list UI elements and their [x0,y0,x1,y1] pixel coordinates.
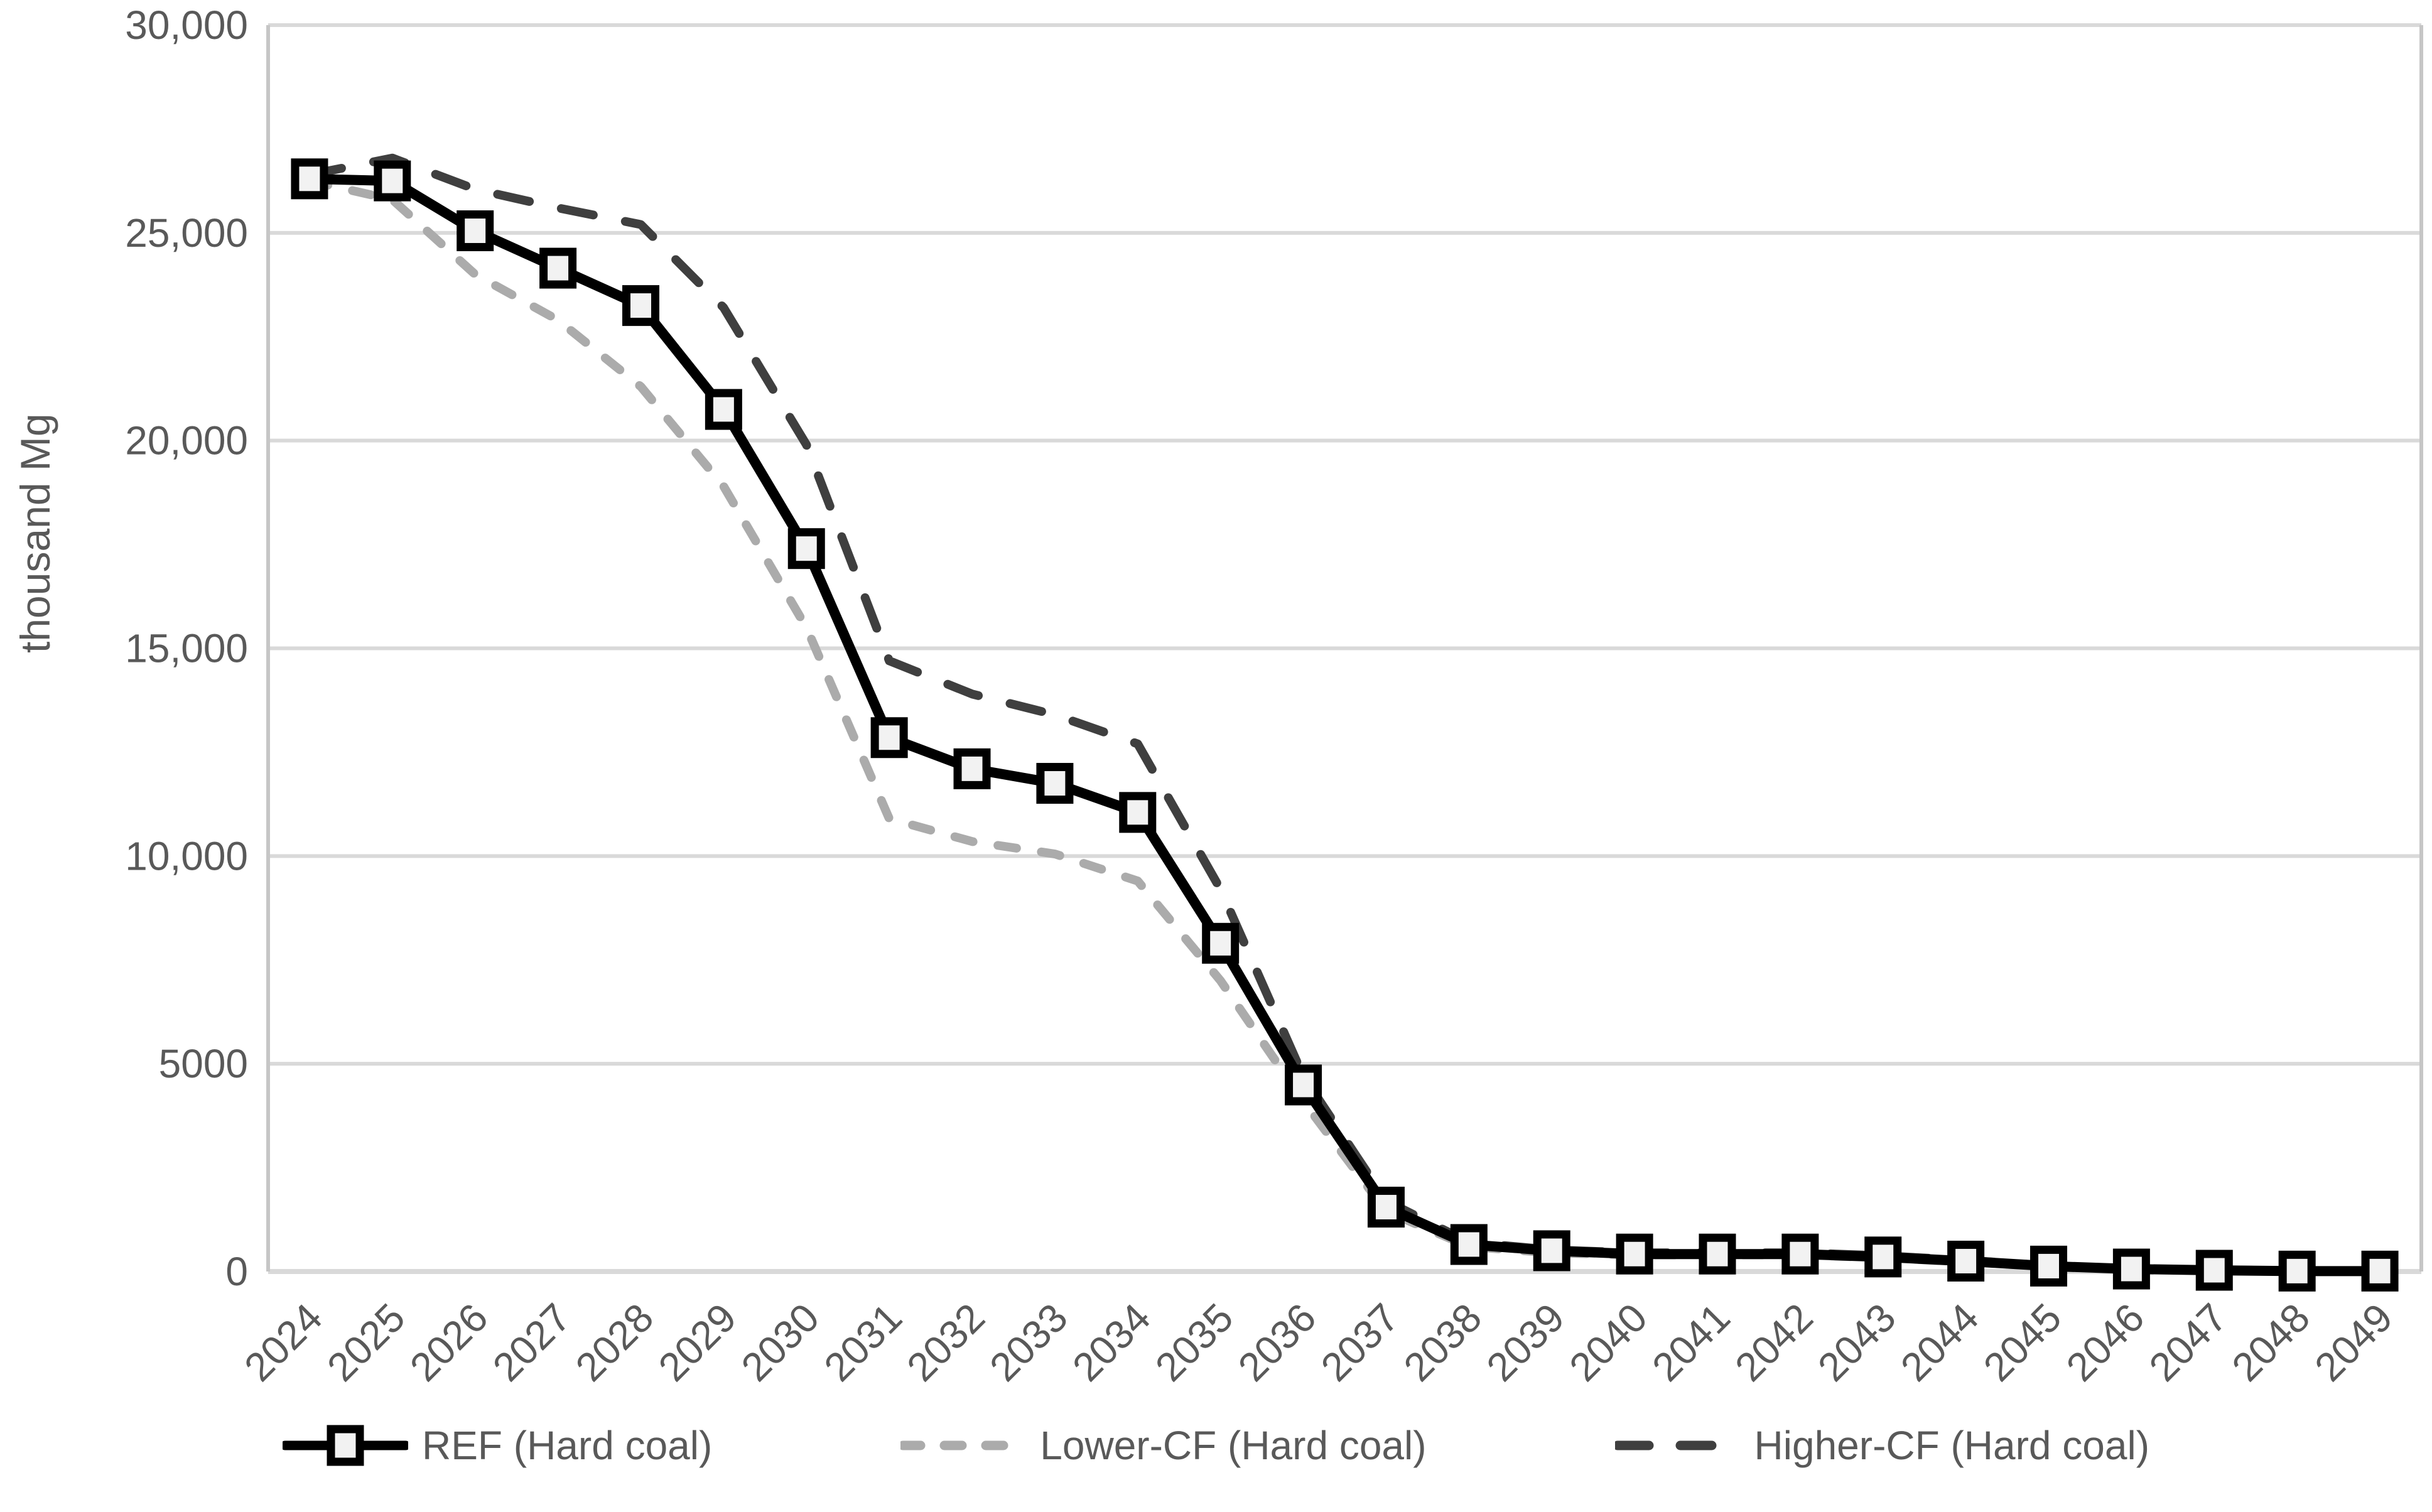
x-tick-label: 2028 [567,1295,662,1390]
x-tick-label: 2032 [898,1295,993,1390]
legend-label-ref: REF (Hard coal) [421,1423,713,1468]
y-tick-label: 10,000 [125,833,248,878]
ref-marker [2030,1245,2068,1287]
x-tick-label: 2024 [235,1295,331,1390]
ref-marker [539,247,577,289]
y-tick-label: 5000 [159,1041,248,1086]
x-tick-label: 2039 [1478,1295,1574,1390]
series-line-higher-cf [305,153,2385,1276]
ref-marker [291,158,328,200]
legend-label-higher: Higher-CF (Hard coal) [1754,1423,2150,1468]
x-tick-label: 2036 [1230,1295,1325,1390]
ref-marker [1285,1064,1322,1106]
legend-marker-square [327,1425,364,1466]
x-tick-label: 2040 [1560,1295,1656,1390]
ref-marker [1781,1233,1819,1275]
x-tick-label: 2035 [1147,1295,1242,1390]
x-tick-label: 2031 [815,1295,911,1390]
ref-marker [1533,1230,1570,1272]
ref-marker [2195,1250,2233,1291]
x-tick-label: 2037 [1312,1295,1408,1390]
legend: REF (Hard coal) Lower-CF (Hard coal) Highe… [0,1420,2432,1471]
x-tick-label: 2042 [1726,1295,1822,1390]
legend-label-lower: Lower-CF (Hard coal) [1040,1423,1427,1468]
ref-marker [1616,1233,1653,1275]
x-tick-label: 2041 [1643,1295,1739,1390]
ref-marker [1036,763,1074,804]
x-tick-label: 2047 [2141,1295,2236,1390]
x-tick-label: 2038 [1395,1295,1491,1390]
ref-marker [1699,1233,1736,1275]
y-tick-label: 20,000 [125,418,248,463]
ref-marker [2278,1250,2316,1292]
ref-marker [374,160,411,202]
ref-marker [1119,792,1157,833]
x-tick-label: 2044 [1892,1295,1987,1390]
legend-swatch-higher-icon [1614,1440,1741,1450]
x-tick-label: 2030 [733,1295,828,1390]
x-tick-label: 2025 [318,1295,414,1390]
legend-item-lower: Lower-CF (Hard coal) [900,1420,1427,1471]
ref-marker [787,528,825,570]
x-tick-label: 2033 [981,1295,1076,1390]
legend-item-higher: Higher-CF (Hard coal) [1614,1420,2150,1471]
y-tick-label: 25,000 [125,210,248,256]
legend-swatch-lower-icon [900,1440,1027,1450]
ref-marker [457,210,494,252]
ref-marker [2361,1250,2399,1292]
ref-marker [1367,1186,1405,1228]
ref-marker [2112,1248,2150,1290]
series-line-ref [304,173,2386,1277]
ref-marker [1202,922,1240,964]
x-tick-label: 2034 [1064,1295,1159,1390]
x-tick-label: 2048 [2223,1295,2318,1390]
series-line-lower-cf [305,176,2385,1276]
x-tick-label: 2046 [2058,1295,2153,1390]
x-tick-label: 2027 [484,1295,580,1390]
x-tick-label: 2043 [1809,1295,1905,1390]
ref-marker [1450,1224,1488,1265]
x-tick-label: 2026 [401,1295,497,1390]
legend-swatch-ref-icon [282,1425,408,1466]
y-tick-label: 15,000 [125,626,248,671]
y-tick-label: 30,000 [125,3,248,48]
ref-marker [705,389,742,430]
legend-item-ref: REF (Hard coal) [282,1420,713,1471]
ref-marker [1864,1236,1902,1278]
x-tick-label: 2049 [2306,1295,2401,1390]
ref-marker [622,285,659,327]
x-tick-label: 2029 [650,1295,745,1390]
ref-marker [870,717,908,759]
x-tick-label: 2045 [1975,1295,2070,1390]
y-tick-label: 0 [225,1249,248,1294]
ref-marker [953,748,991,789]
ref-marker [1947,1240,1985,1282]
